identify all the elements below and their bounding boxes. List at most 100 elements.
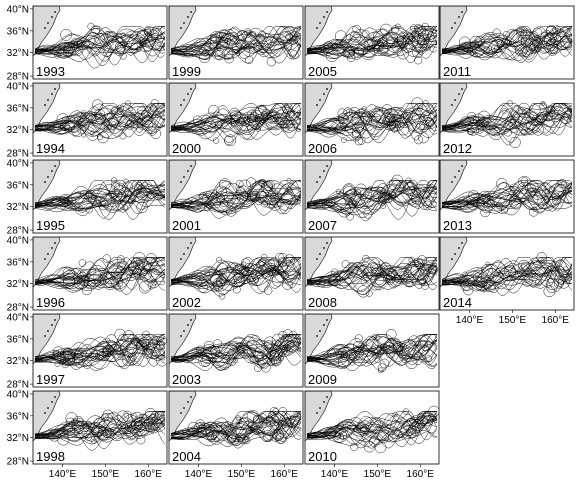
panel-frame — [439, 5, 575, 80]
lat-label-28n: 28°N — [7, 226, 29, 237]
kuroshio-path — [34, 28, 166, 56]
city-dot — [187, 170, 189, 172]
kuroshio-path — [441, 183, 573, 210]
kuroshio-path — [170, 179, 302, 211]
year-label: 2008 — [308, 295, 337, 310]
kuroshio-path — [34, 257, 166, 283]
panel-2005: 2005 — [304, 5, 440, 80]
year-label: 2003 — [172, 372, 201, 387]
panel-2012: 2012 — [439, 82, 575, 157]
lon-label-160e: 160°E — [407, 469, 435, 480]
kuroshio-path — [170, 337, 302, 373]
lat-label-32n: 32°N — [7, 48, 29, 59]
city-dot — [187, 16, 189, 18]
panel-frame — [32, 390, 168, 465]
kuroshio-path — [441, 32, 573, 59]
kuroshio-path — [306, 411, 438, 439]
kuroshio-path — [170, 342, 302, 367]
kuroshio-path — [306, 108, 438, 140]
panel-2007: 2007 — [304, 159, 440, 234]
city-dot — [319, 407, 321, 409]
kuroshio-path — [170, 27, 302, 58]
kuroshio-path — [170, 262, 302, 294]
city-dot — [47, 176, 49, 178]
kuroshio-path — [170, 26, 302, 52]
panel-content — [169, 314, 303, 387]
city-dot — [319, 176, 321, 178]
year-label: 2013 — [443, 218, 472, 233]
city-dot — [323, 401, 325, 403]
panel-content — [305, 237, 439, 310]
kuroshio-path — [306, 183, 438, 217]
city-dot — [326, 165, 328, 167]
city-dot — [454, 253, 456, 255]
kuroshio-path — [307, 100, 438, 127]
city-dot — [51, 401, 53, 403]
lat-label-36n: 36°N — [7, 26, 29, 37]
kuroshio-path — [441, 26, 573, 55]
city-dot — [187, 93, 189, 95]
kuroshio-path — [306, 417, 438, 446]
kuroshio-path — [306, 341, 438, 374]
kuroshio-path — [34, 106, 166, 129]
city-dot — [51, 324, 53, 326]
panel-content — [33, 314, 167, 387]
kuroshio-path — [34, 105, 166, 138]
panel-content — [440, 237, 574, 310]
kuroshio-path — [306, 257, 438, 292]
city-dot — [461, 165, 463, 167]
city-dot — [54, 165, 56, 167]
city-dot — [316, 27, 318, 29]
year-label: 2010 — [308, 449, 337, 464]
city-dot — [51, 170, 53, 172]
lat-label-28n: 28°N — [7, 457, 29, 468]
city-dot — [454, 99, 456, 101]
kuroshio-path — [34, 335, 166, 367]
year-label: 2001 — [172, 218, 201, 233]
kuroshio-path — [441, 25, 573, 58]
kuroshio-path — [441, 257, 573, 293]
kuroshio-path — [306, 180, 437, 208]
panel-content — [169, 237, 303, 310]
city-dot — [454, 176, 456, 178]
kuroshio-path — [170, 26, 302, 52]
kuroshio-path — [34, 104, 166, 133]
kuroshio-path — [34, 109, 166, 135]
lat-label-32n: 32°N — [7, 202, 29, 213]
city-dot — [44, 412, 46, 414]
kuroshio-path — [170, 109, 302, 136]
kuroshio-path — [171, 329, 302, 358]
lat-label-36n: 36°N — [7, 180, 29, 191]
kuroshio-path — [34, 180, 166, 210]
kuroshio-path — [306, 183, 438, 213]
kuroshio-path — [306, 413, 438, 444]
city-dot — [187, 401, 189, 403]
year-label: 2011 — [443, 64, 471, 79]
city-dot — [461, 88, 463, 90]
kuroshio-path — [170, 338, 302, 363]
kuroshio-path — [441, 25, 572, 60]
lon-label-160e: 160°E — [135, 469, 163, 480]
lat-label-40n: 40°N — [7, 389, 29, 400]
city-dot — [183, 330, 185, 332]
city-dot — [454, 22, 456, 24]
kuroshio-path — [306, 109, 438, 146]
panel-content — [305, 160, 439, 233]
lat-label-40n: 40°N — [7, 4, 29, 15]
kuroshio-path — [34, 189, 166, 221]
panel-frame — [304, 159, 440, 234]
lon-label-150e: 150°E — [92, 469, 120, 480]
kuroshio-path — [306, 257, 438, 291]
kuroshio-path — [34, 330, 166, 371]
kuroshio-path — [34, 334, 166, 363]
kuroshio-path — [170, 103, 302, 135]
city-dot — [183, 407, 185, 409]
panel-frame — [304, 5, 440, 80]
lat-label-36n: 36°N — [7, 257, 29, 268]
panel-content — [169, 83, 303, 156]
city-dot — [54, 242, 56, 244]
kuroshio-path — [170, 28, 302, 55]
kuroshio-path — [441, 104, 573, 134]
kuroshio-path — [441, 110, 573, 136]
kuroshio-path — [441, 26, 573, 63]
